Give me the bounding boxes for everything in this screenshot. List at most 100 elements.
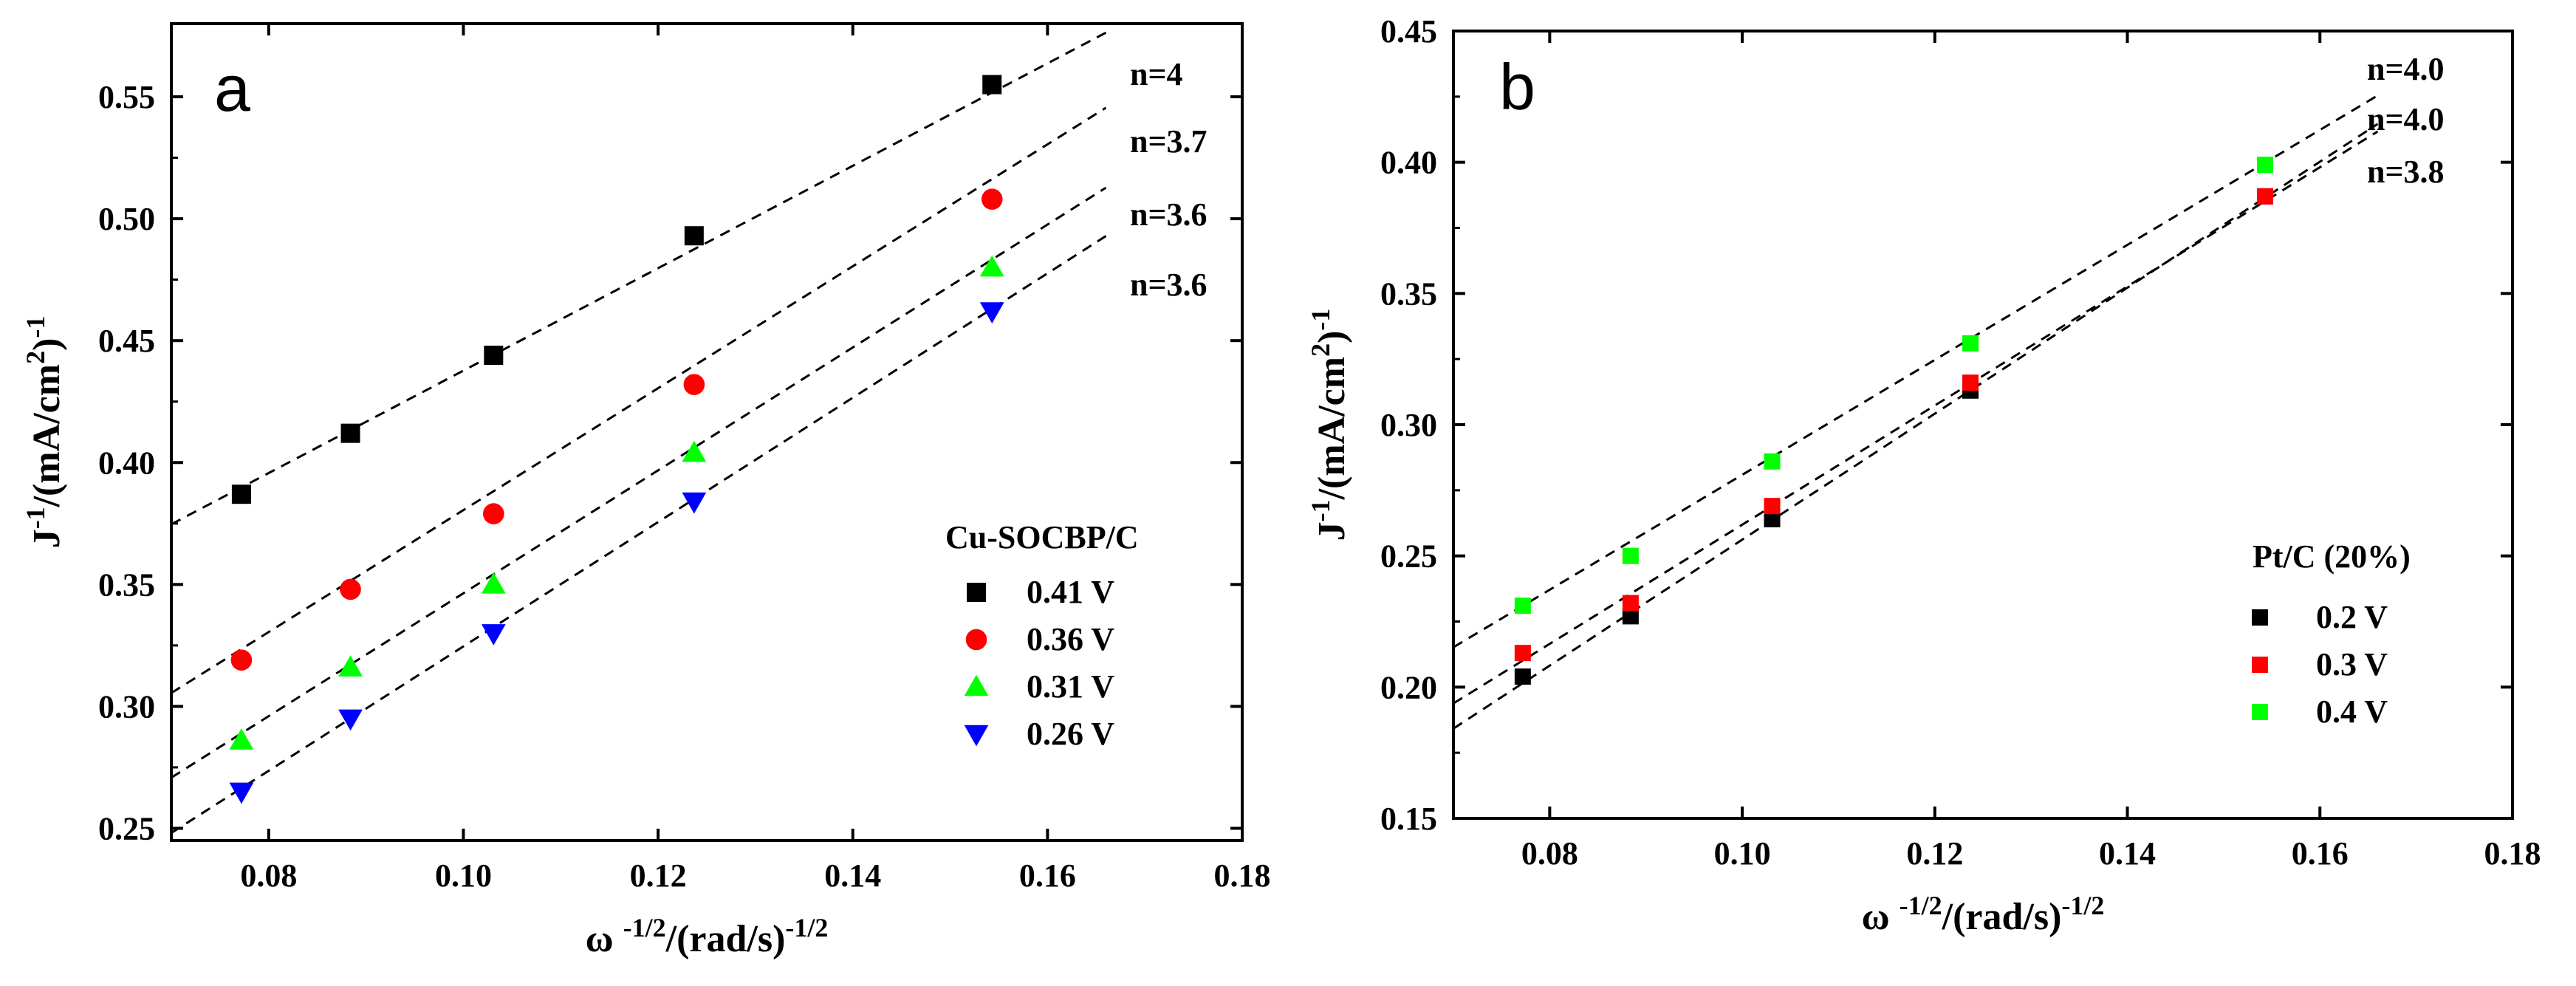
x-tick-label: 0.12 xyxy=(630,857,687,894)
x-axis-title-base: ω xyxy=(1862,896,1900,938)
y-axis-title: J-1/(mA/cm2)-1 xyxy=(21,316,68,549)
data-point xyxy=(684,226,704,246)
x-axis-title: ω -1/2/(rad/s)-1/2 xyxy=(586,913,829,960)
legend-title: Pt/C (20%) xyxy=(2253,538,2411,575)
panel-letter: b xyxy=(1499,50,1535,123)
data-point xyxy=(1764,510,1781,527)
data-point xyxy=(1962,374,1979,391)
n-annotation: n=4.0 xyxy=(2367,51,2445,87)
y-tick-label: 0.40 xyxy=(98,445,155,481)
legend-marker xyxy=(2252,657,2268,673)
y-tick-label: 0.35 xyxy=(1380,275,1437,312)
legend-title: Cu-SOCBP/C xyxy=(945,519,1139,555)
y-tick-label: 0.35 xyxy=(98,566,155,603)
x-tick-label: 0.18 xyxy=(2484,835,2541,872)
fit-line xyxy=(171,31,1107,526)
chart-panel-a: 0.08 0.10 0.12 0.14 0.16 0.18 0.25 0.30 0.35 0.40… xyxy=(21,22,1271,960)
n-annotation: n=4.0 xyxy=(2367,101,2445,137)
x-axis-title-unit: /(rad/s) xyxy=(665,918,786,960)
data-point xyxy=(682,492,707,514)
data-point xyxy=(1622,595,1639,612)
legend-marker xyxy=(964,725,989,747)
legend-label: 0.26 V xyxy=(1027,716,1114,752)
x-axis-title-unit: /(rad/s) xyxy=(1942,896,2062,938)
y-axis-title-unit: /(mA/cm xyxy=(1311,357,1353,500)
data-point xyxy=(483,503,504,524)
series-0.36-V xyxy=(230,188,1003,671)
legend-marker xyxy=(965,629,987,651)
n-annotation: n=3.6 xyxy=(1130,267,1208,303)
y-tick-label: 0.20 xyxy=(1380,669,1437,705)
y-tick-label: 0.15 xyxy=(1380,801,1437,837)
legend-label: 0.3 V xyxy=(2316,646,2388,682)
fit-line xyxy=(1453,123,2379,730)
data-point xyxy=(1622,547,1639,564)
y-axis-title-sup: -1 xyxy=(1306,499,1335,521)
data-point xyxy=(1764,453,1781,470)
x-tick-label: 0.16 xyxy=(2292,835,2349,872)
y-axis-title-sup: 2 xyxy=(21,351,50,364)
x-tick-label: 0.12 xyxy=(1906,835,1963,872)
legend-label: 0.36 V xyxy=(1027,621,1114,657)
legend-label: 0.41 V xyxy=(1027,574,1114,610)
y-tick-label: 0.55 xyxy=(98,79,155,115)
y-tick-label: 0.30 xyxy=(98,688,155,725)
data-point xyxy=(481,572,506,594)
data-point xyxy=(481,624,506,646)
data-point xyxy=(1514,598,1531,614)
y-tick-label: 0.30 xyxy=(1380,407,1437,443)
x-tick-label: 0.08 xyxy=(240,857,297,894)
data-point xyxy=(982,75,1002,95)
y-axis-title-unit: /(mA/cm xyxy=(26,364,68,507)
data-point xyxy=(338,709,363,731)
y-axis-title-unit: ) xyxy=(26,338,68,351)
fit-line xyxy=(1453,130,2379,705)
y-axis-title: J-1/(mA/cm2)-1 xyxy=(1306,309,1353,541)
plot-frame xyxy=(170,22,1244,842)
x-tick-label: 0.18 xyxy=(1214,857,1271,894)
y-tick-label: 0.45 xyxy=(1380,13,1437,49)
data-point xyxy=(981,188,1003,210)
y-tick-label: 0.45 xyxy=(98,323,155,359)
data-point xyxy=(1764,498,1781,515)
fit-line xyxy=(171,186,1107,779)
n-annotation: n=3.7 xyxy=(1130,123,1208,160)
x-tick-label: 0.10 xyxy=(1714,835,1771,872)
y-tick-label: 0.25 xyxy=(98,810,155,846)
x-tick-label: 0.14 xyxy=(824,857,881,894)
x-axis-title-sup: -1/2 xyxy=(785,913,828,942)
x-axis-title-sup: -1/2 xyxy=(2061,891,2104,920)
x-tick-label: 0.16 xyxy=(1019,857,1076,894)
chart-panel-b: 0.08 0.10 0.12 0.14 0.16 0.18 0.15 0.20 0.25 0.30… xyxy=(1306,13,2541,938)
x-tick-label: 0.14 xyxy=(2099,835,2156,872)
y-axis-title-sup: 2 xyxy=(1306,343,1335,357)
y-axis-title-sup: -1 xyxy=(21,316,50,338)
x-tick-label: 0.10 xyxy=(435,857,492,894)
data-point xyxy=(1622,608,1639,625)
data-point xyxy=(682,440,707,462)
legend-marker xyxy=(964,674,989,696)
data-point xyxy=(979,255,1004,277)
data-point xyxy=(683,374,705,395)
data-point xyxy=(340,423,360,443)
data-point xyxy=(484,346,504,366)
y-tick-label: 0.50 xyxy=(98,201,155,237)
data-point xyxy=(979,302,1004,323)
n-annotation: n=3.6 xyxy=(1130,196,1208,233)
data-point xyxy=(231,485,251,504)
legend-marker xyxy=(2252,609,2268,626)
x-tick-label: 0.08 xyxy=(1521,835,1578,872)
y-axis-title-base: J xyxy=(1311,521,1353,541)
legend-marker xyxy=(967,583,986,602)
panel-letter: a xyxy=(214,52,250,125)
data-point xyxy=(229,782,254,804)
data-point xyxy=(340,578,361,600)
x-axis-title: ω -1/2/(rad/s)-1/2 xyxy=(1862,891,2105,938)
n-annotation: n=3.8 xyxy=(2367,154,2445,190)
series-0.4-V xyxy=(1514,157,2273,614)
data-point xyxy=(1514,645,1531,662)
fit-line xyxy=(171,235,1107,835)
y-axis-title-base: J xyxy=(26,529,68,548)
data-point xyxy=(1514,668,1531,685)
